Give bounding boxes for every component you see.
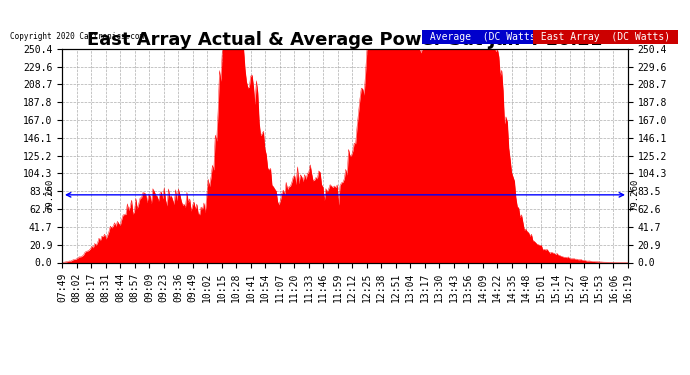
Text: 79.260: 79.260 <box>631 179 640 211</box>
Text: East Array  (DC Watts): East Array (DC Watts) <box>535 32 676 42</box>
Title: East Array Actual & Average Power Sat Jan 4 16:21: East Array Actual & Average Power Sat Ja… <box>88 31 602 49</box>
Text: 79.260: 79.260 <box>46 179 55 211</box>
Text: Copyright 2020 Cartronics.com: Copyright 2020 Cartronics.com <box>10 32 144 41</box>
Text: Average  (DC Watts): Average (DC Watts) <box>424 32 548 42</box>
